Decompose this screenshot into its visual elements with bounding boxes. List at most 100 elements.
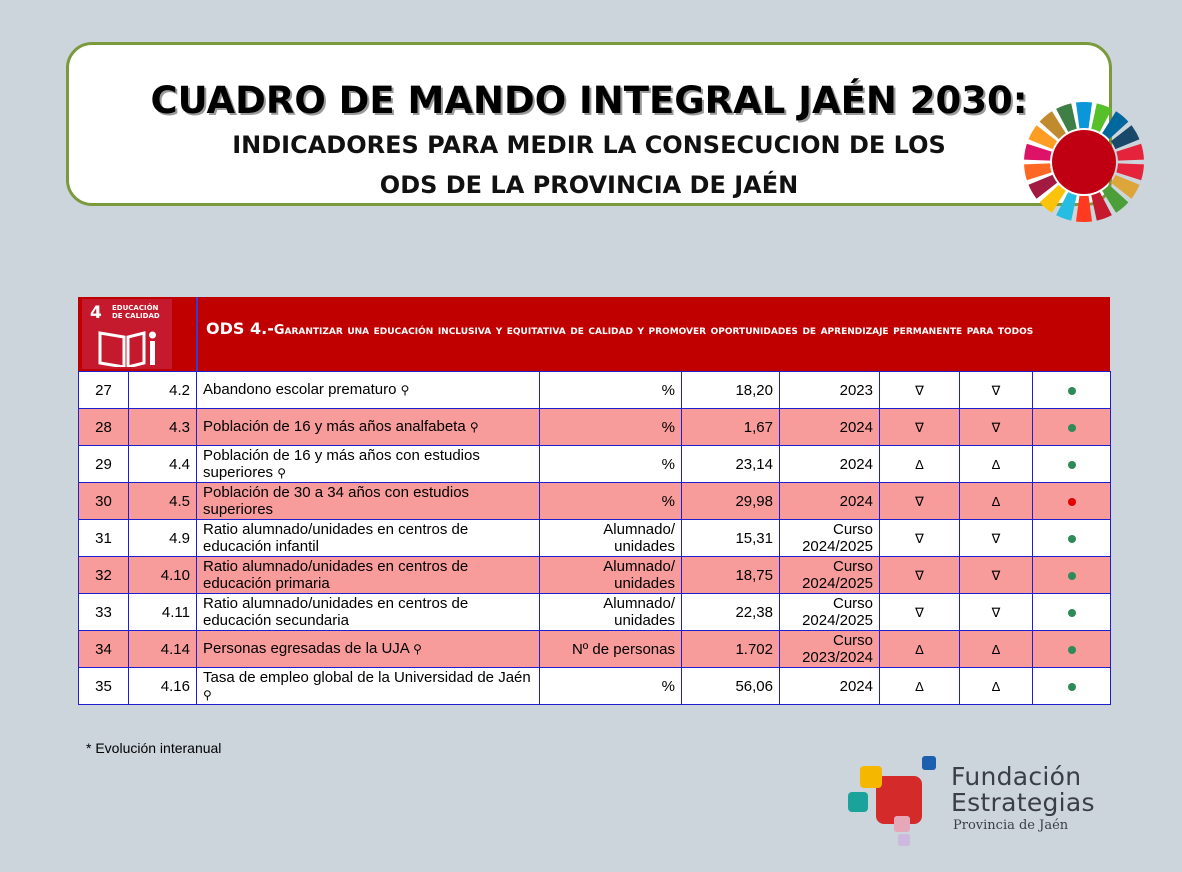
status-cell: [1032, 371, 1111, 409]
open-book-icon: [98, 331, 156, 367]
header-divider: [196, 297, 198, 371]
indicator-unit: Alumnado/ unidades: [539, 519, 682, 557]
trend-1: ∇: [879, 593, 960, 631]
row-number: 30: [78, 482, 129, 520]
sdg-wheel-segment: [1102, 111, 1129, 140]
trend-1-text: ∇: [915, 604, 924, 620]
indicator-code-text: 4.9: [169, 529, 190, 547]
indicator-value: 56,06: [681, 667, 780, 705]
sdg-wheel-segment: [1091, 192, 1112, 221]
indicator-year: 2024: [779, 667, 880, 705]
table-header: 4 EDUCACIÓN DE CALIDAD ODS 4.-Garantizar…: [78, 297, 1110, 371]
row-number-text: 27: [95, 381, 112, 399]
indicator-year-text: Curso 2024/2025: [802, 558, 873, 592]
indicator-value: 29,98: [681, 482, 780, 520]
indicator-value-text: 1.702: [735, 640, 773, 658]
brand-tagline: Provincia de Jaén: [953, 818, 1069, 833]
indicator-unit: %: [539, 482, 682, 520]
indicator-name: Ratio alumnado/unidades en centros de ed…: [196, 519, 540, 557]
indicator-unit: %: [539, 371, 682, 409]
status-dot-icon: [1067, 460, 1076, 469]
indicators-table-panel: 4 EDUCACIÓN DE CALIDAD ODS 4.-Garantizar…: [78, 297, 1111, 705]
table-row: 31 4.9 Ratio alumnado/unidades en centros …: [78, 519, 1111, 557]
page-title: CUADRO DE MANDO INTEGRAL JAÉN 2030:: [150, 79, 1028, 122]
indicator-value: 22,38: [681, 593, 780, 631]
indicator-year-text: Curso 2024/2025: [802, 595, 873, 629]
indicator-unit-text: Alumnado/ unidades: [603, 558, 675, 592]
trend-2-text: ∇: [991, 604, 1001, 620]
indicator-year-text: 2024: [839, 418, 873, 436]
status-dot-icon: [1067, 534, 1076, 543]
page-subtitle-line-2: ODS DE LA PROVINCIA DE JAÉN: [379, 171, 799, 199]
row-number: 35: [78, 667, 129, 705]
goal-lead: ODS 4.-: [206, 319, 274, 338]
indicator-name-text: Ratio alumnado/unidades en centros de ed…: [203, 521, 469, 555]
indicator-value-text: 29,98: [735, 492, 773, 510]
footnote: * Evolución interanual: [86, 740, 222, 756]
indicator-value-text: 56,06: [735, 677, 773, 695]
status-cell: [1032, 482, 1111, 520]
indicators-table: 27 4.2 Abandono escolar prematuro ⚲% 18,20 2…: [78, 371, 1111, 705]
indicator-value-text: 18,75: [735, 566, 773, 584]
row-number: 33: [78, 593, 129, 631]
sdg4-goal-icon: 4 EDUCACIÓN DE CALIDAD: [82, 299, 172, 369]
indicator-unit-text: Alumnado/ unidades: [603, 595, 675, 629]
indicator-unit-text: %: [661, 492, 675, 510]
indicator-code-text: 4.11: [161, 603, 190, 621]
indicator-year-text: 2024: [839, 455, 873, 473]
indicator-value: 1.702: [681, 630, 780, 668]
row-number-text: 29: [95, 455, 112, 473]
indicator-year: Curso 2024/2025: [779, 593, 880, 631]
trend-2: ∆: [959, 445, 1033, 483]
status-cell: [1032, 556, 1111, 594]
indicator-unit: Alumnado/ unidades: [539, 593, 682, 631]
indicator-name: Ratio alumnado/unidades en centros de ed…: [196, 593, 540, 631]
indicator-value-text: 15,31: [735, 529, 773, 547]
indicator-unit: %: [539, 667, 682, 705]
indicator-code: 4.16: [128, 667, 197, 705]
status-cell: [1032, 519, 1111, 557]
status-dot-icon: [1067, 645, 1076, 654]
indicator-value-text: 18,20: [735, 381, 773, 399]
sdg-wheel-segment: [1028, 174, 1058, 199]
trend-1: ∇: [879, 482, 960, 520]
indicator-year: 2023: [779, 371, 880, 409]
indicator-name: Población de 30 a 34 años con estudios s…: [196, 482, 540, 520]
gender-icon: ⚲: [203, 687, 212, 702]
goal-name: EDUCACIÓN DE CALIDAD: [112, 304, 160, 320]
goal-title-text: Garantizar una educación inclusiva y equ…: [273, 323, 1034, 338]
indicator-unit-text: Nº de personas: [571, 640, 675, 658]
table-row: 32 4.10 Ratio alumnado/unidades en centros…: [78, 556, 1111, 594]
trend-2-text: ∇: [991, 567, 1001, 583]
goal-title: ODS 4.-Garantizar una educación inclusiv…: [206, 319, 1100, 341]
row-number-text: 32: [95, 566, 112, 584]
trend-2-text: ∆: [992, 678, 1000, 694]
trend-1: ∆: [879, 667, 960, 705]
indicator-code: 4.14: [128, 630, 197, 668]
row-number: 32: [78, 556, 129, 594]
status-dot-icon: [1067, 423, 1076, 432]
fundacion-estrategias-logo-icon: [848, 756, 936, 846]
gender-icon: ⚲: [413, 642, 422, 656]
indicator-name-text: Ratio alumnado/unidades en centros de ed…: [203, 595, 469, 629]
trend-2-text: ∆: [992, 493, 1000, 509]
indicator-year: 2024: [779, 445, 880, 483]
indicator-name: Población de 16 y más años analfabeta ⚲: [196, 408, 540, 446]
indicator-code-text: 4.5: [169, 492, 190, 510]
sdg-wheel-segment: [1075, 195, 1093, 222]
indicator-code: 4.5: [128, 482, 197, 520]
table-row: 30 4.5 Población de 30 a 34 años con estud…: [78, 482, 1111, 520]
indicator-year-text: 2023: [839, 381, 873, 399]
trend-1: ∇: [879, 556, 960, 594]
indicator-unit: %: [539, 445, 682, 483]
indicator-code-text: 4.3: [169, 418, 190, 436]
trend-1-text: ∇: [915, 382, 924, 398]
row-number: 28: [78, 408, 129, 446]
row-number-text: 33: [95, 603, 112, 621]
table-row: 29 4.4 Población de 16 y más años con estu…: [78, 445, 1111, 483]
indicator-code: 4.11: [128, 593, 197, 631]
trend-2: ∆: [959, 667, 1033, 705]
indicator-code-text: 4.10: [160, 566, 190, 584]
table-row: 28 4.3 Población de 16 y más años analfabe…: [78, 408, 1111, 446]
indicator-value-text: 1,67: [743, 418, 773, 436]
